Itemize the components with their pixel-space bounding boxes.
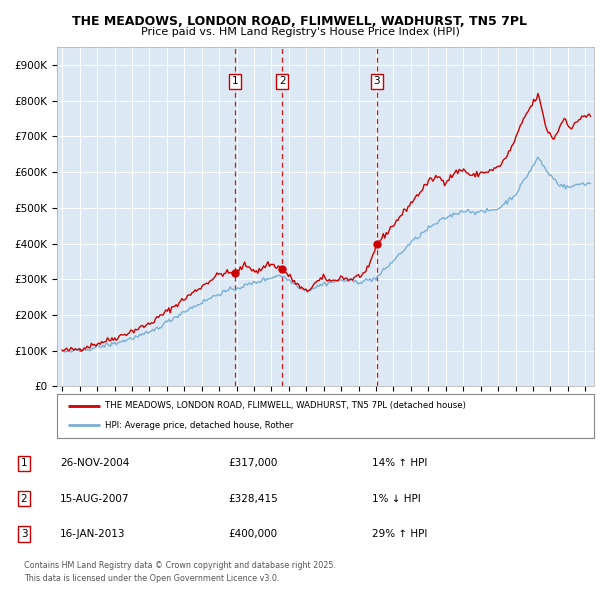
Text: 1% ↓ HPI: 1% ↓ HPI [372,494,421,503]
Text: £400,000: £400,000 [228,529,277,539]
Text: 1: 1 [20,458,28,468]
Text: 3: 3 [20,529,28,539]
Text: £328,415: £328,415 [228,494,278,503]
Text: 14% ↑ HPI: 14% ↑ HPI [372,458,427,468]
Text: Contains HM Land Registry data © Crown copyright and database right 2025.
This d: Contains HM Land Registry data © Crown c… [24,562,336,583]
Text: THE MEADOWS, LONDON ROAD, FLIMWELL, WADHURST, TN5 7PL: THE MEADOWS, LONDON ROAD, FLIMWELL, WADH… [73,15,527,28]
Text: THE MEADOWS, LONDON ROAD, FLIMWELL, WADHURST, TN5 7PL (detached house): THE MEADOWS, LONDON ROAD, FLIMWELL, WADH… [106,401,466,411]
Text: Price paid vs. HM Land Registry's House Price Index (HPI): Price paid vs. HM Land Registry's House … [140,27,460,37]
Text: 1: 1 [232,76,238,86]
Text: 15-AUG-2007: 15-AUG-2007 [60,494,130,503]
Text: 29% ↑ HPI: 29% ↑ HPI [372,529,427,539]
Text: HPI: Average price, detached house, Rother: HPI: Average price, detached house, Roth… [106,421,294,430]
Text: 2: 2 [279,76,286,86]
Text: 16-JAN-2013: 16-JAN-2013 [60,529,125,539]
Text: £317,000: £317,000 [228,458,277,468]
Text: 3: 3 [373,76,380,86]
Text: 2: 2 [20,494,28,503]
Text: 26-NOV-2004: 26-NOV-2004 [60,458,130,468]
